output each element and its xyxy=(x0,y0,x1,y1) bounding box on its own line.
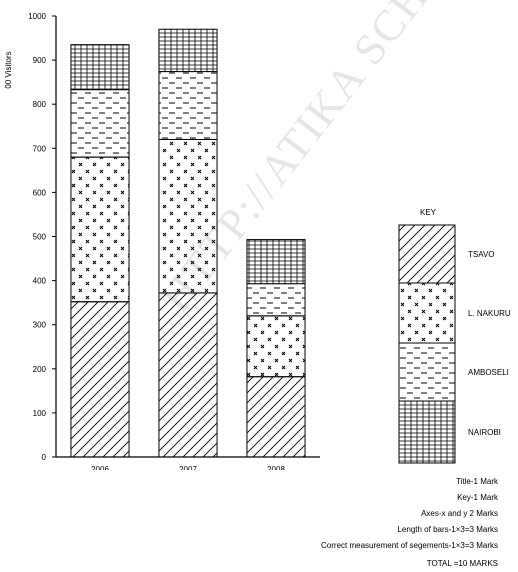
bar-segment-amboseli-2008 xyxy=(247,316,305,377)
y-tick-label: 700 xyxy=(33,144,47,153)
bar-segment-nairobi-2008 xyxy=(247,377,305,457)
y-tick-label: 900 xyxy=(33,56,47,65)
y-tick-label: 400 xyxy=(33,277,47,286)
y-tick-label: 800 xyxy=(33,100,47,109)
bar-segment-tsavo-2006 xyxy=(71,45,129,90)
legend-swatch xyxy=(399,283,455,343)
note-line: Length of bars-1×3=3 Marks xyxy=(321,522,498,538)
bar-segment-amboseli-2006 xyxy=(71,157,129,302)
bar-segment-tsavo-2008 xyxy=(247,240,305,284)
legend-swatch xyxy=(399,225,455,283)
bars xyxy=(71,29,305,457)
note-line: Key-1 Mark xyxy=(321,490,498,506)
note-line: Axes-x and y 2 Marks xyxy=(321,506,498,522)
legend-swatch xyxy=(399,343,455,401)
x-axis: 2006 2007 2008 xyxy=(56,457,320,470)
notes-list: Title-1 Mark Key-1 Mark Axes-x and y 2 Mar… xyxy=(321,474,498,554)
y-tick-label: 100 xyxy=(33,409,47,418)
y-tick-label: 0 xyxy=(42,453,47,462)
y-tick-label: 600 xyxy=(33,188,47,197)
legend-label: AMBOSELI xyxy=(468,368,509,377)
total-marks: TOTAL =10 MARKS xyxy=(321,556,498,572)
y-axis-label: 00 Visitors xyxy=(4,51,13,88)
bar-segment-tsavo-2007 xyxy=(159,29,217,71)
bar-segment-l-nakuru-2006 xyxy=(71,90,129,157)
note-line: Correct measurement of segements-1×3=3 M… xyxy=(321,538,498,554)
bar-segment-l-nakuru-2008 xyxy=(247,284,305,316)
legend-title: KEY xyxy=(420,208,437,217)
bar-segment-nairobi-2006 xyxy=(71,302,129,457)
y-axis: 0 100 200 300 400 500 600 700 800 900 1000 xyxy=(28,12,56,462)
bar-chart: 00 Visitors 0 100 200 300 400 500 600 700 800 900… xyxy=(0,0,518,470)
legend-label: L. NAKURU xyxy=(468,309,511,318)
bar-segment-amboseli-2007 xyxy=(159,139,217,292)
y-tick-label: 1000 xyxy=(28,12,46,21)
legend-swatch xyxy=(399,401,455,463)
y-tick-label: 500 xyxy=(33,233,47,242)
x-tick-label: 2008 xyxy=(267,465,285,470)
legend-label: TSAVO xyxy=(468,250,495,259)
note-line: Title-1 Mark xyxy=(321,474,498,490)
x-tick-label: 2007 xyxy=(179,465,197,470)
marking-notes: Title-1 Mark Key-1 Mark Axes-x and y 2 Mar… xyxy=(321,474,498,572)
y-tick-label: 200 xyxy=(33,365,47,374)
x-tick-label: 2006 xyxy=(91,465,109,470)
legend-label: NAIROBI xyxy=(468,428,501,437)
bar-segment-nairobi-2007 xyxy=(159,293,217,457)
legend: KEY TSAVO L. NAKURU AMBOSELI NAIROBI xyxy=(399,208,511,463)
bar-segment-l-nakuru-2007 xyxy=(159,72,217,140)
y-tick-label: 300 xyxy=(33,321,47,330)
